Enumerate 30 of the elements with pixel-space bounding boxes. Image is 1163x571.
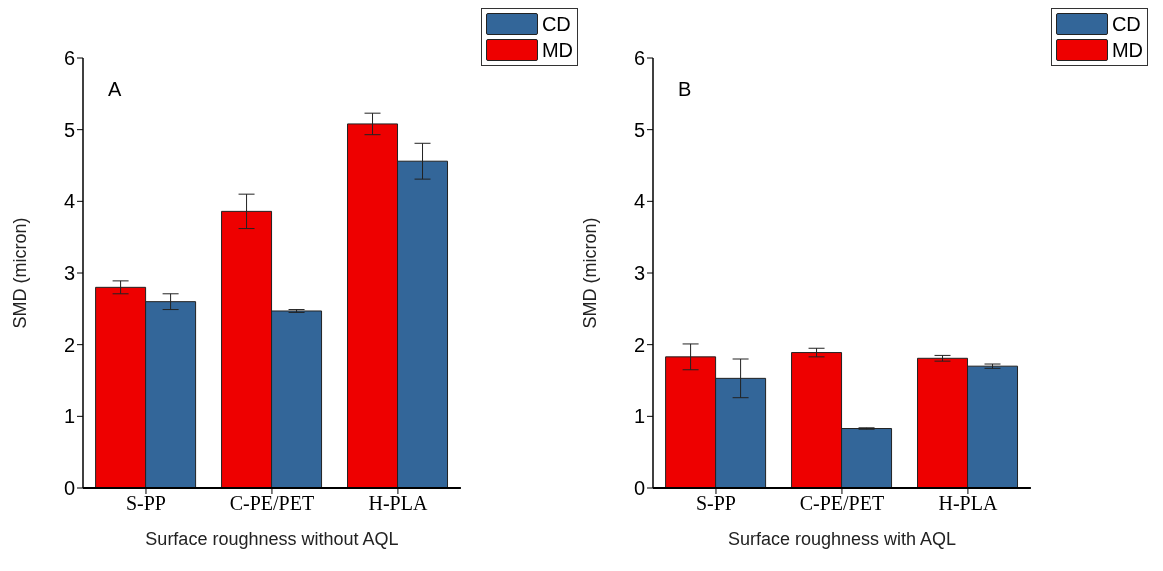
legend-label: CD (541, 12, 571, 36)
y-tick-label: 4 (633, 190, 645, 213)
x-tick-label: S-PP (695, 492, 736, 515)
y-tick-label: 1 (63, 405, 75, 428)
y-tick-label: 0 (63, 477, 75, 500)
annotation: A (108, 78, 122, 101)
legend-label: MD (1111, 38, 1143, 62)
y-tick-label: 6 (63, 47, 75, 70)
legend-label: MD (541, 38, 573, 62)
x-axis-title: Surface roughness without AQL (145, 528, 399, 549)
y-tick-label: 3 (633, 262, 645, 285)
y-axis-title: SMD (micron) (10, 217, 31, 329)
x-axis-title: Surface roughness with AQL (727, 528, 957, 549)
y-tick-label: 1 (633, 405, 645, 428)
annotation: B (678, 78, 692, 101)
y-tick-label: 5 (63, 118, 75, 141)
y-tick-label: 4 (63, 190, 75, 213)
y-tick-label: 6 (633, 47, 645, 70)
y-tick-label: 2 (633, 333, 645, 356)
legend-label: CD (1111, 12, 1141, 36)
x-tick-label: C-PE/PET (229, 492, 315, 515)
y-tick-label: 5 (633, 118, 645, 141)
y-tick-label: 2 (63, 333, 75, 356)
x-tick-label: S-PP (125, 492, 166, 515)
x-tick-label: C-PE/PET (799, 492, 885, 515)
x-tick-label: H-PLA (368, 492, 428, 515)
y-axis-title: SMD (micron) (580, 217, 601, 329)
y-tick-label: 0 (633, 477, 645, 500)
x-tick-label: H-PLA (938, 492, 998, 515)
y-tick-label: 3 (63, 262, 75, 285)
